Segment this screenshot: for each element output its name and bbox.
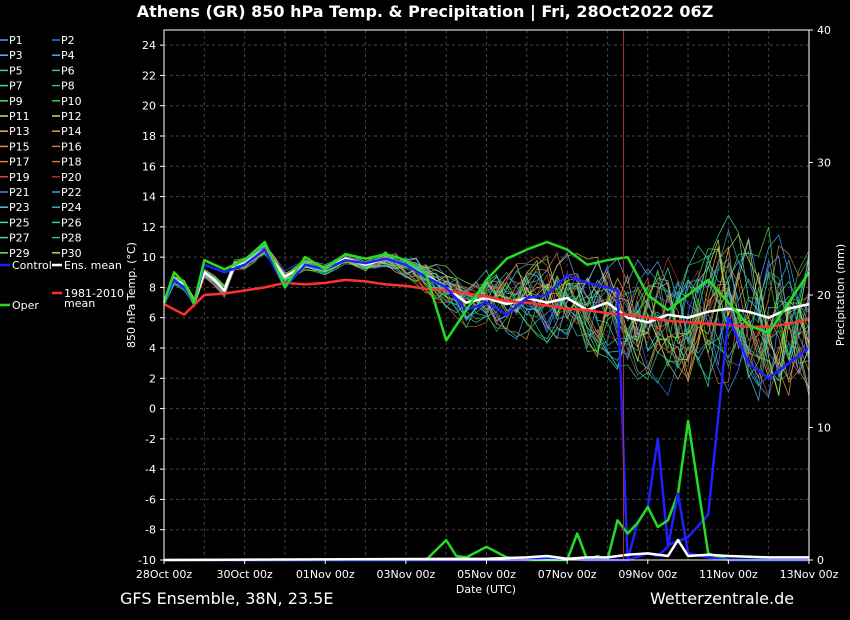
legend-label: P23: [9, 201, 30, 214]
legend-label: P25: [9, 216, 30, 229]
legend-label: P4: [61, 49, 75, 62]
x-axis-label: Date (UTC): [456, 583, 516, 596]
y-tick-label: 12: [142, 221, 156, 234]
x-tick-label: 05Nov 00z: [457, 568, 516, 581]
y-tick-label: -6: [145, 493, 156, 506]
series-lines: [162, 30, 811, 562]
y-tick-label: 4: [149, 342, 156, 355]
y-tick-label: 22: [142, 69, 156, 82]
legend-label: P15: [9, 140, 30, 153]
legend-label: P1: [9, 34, 23, 47]
legend-label: P12: [61, 110, 82, 123]
y-tick-label: 14: [142, 191, 156, 204]
y-tick-label: -2: [145, 433, 156, 446]
x-axis-ticks: 28Oct 00z 30Oct 00z 01Nov 00z 03Nov 00z 05No…: [136, 560, 839, 581]
y-tick-label: -10: [138, 554, 156, 567]
y-tick-label: -4: [145, 463, 156, 476]
x-tick-label: 01Nov 00z: [296, 568, 355, 581]
legend-label: P3: [9, 49, 23, 62]
y2-tick-label: 40: [817, 24, 831, 37]
legend-label: P7: [9, 80, 23, 93]
legend-label: P27: [9, 232, 30, 245]
x-tick-label: 09Nov 00z: [618, 568, 677, 581]
y2-tick-label: 30: [817, 157, 831, 170]
y-tick-label: 2: [149, 372, 156, 385]
legend-label: P5: [9, 64, 23, 77]
footer-source: GFS Ensemble, 38N, 23.5E: [120, 589, 333, 608]
legend-label: P17: [9, 156, 30, 169]
legend-label: P21: [9, 186, 30, 199]
y2-tick-label: 0: [817, 554, 824, 567]
y-tick-label: 18: [142, 130, 156, 143]
legend-label: P28: [61, 232, 82, 245]
y-tick-label: 20: [142, 100, 156, 113]
x-tick-label: 28Oct 00z: [136, 568, 193, 581]
legend-label: P18: [61, 156, 82, 169]
legend-label: P19: [9, 171, 30, 184]
x-tick-label: 30Oct 00z: [216, 568, 273, 581]
y-tick-label: -8: [145, 524, 156, 537]
legend-label: P24: [61, 201, 82, 214]
y-tick-label: 6: [149, 312, 156, 325]
legend-label: Control: [12, 259, 52, 272]
y2-tick-label: 10: [817, 422, 831, 435]
y-tick-label: 16: [142, 160, 156, 173]
x-tick-label: 13Nov 00z: [780, 568, 839, 581]
legend: P1 P2 P3 P4 P5 P6 P7 P8 P9 P10 P11 P12 P13 P14 P15 P16 P…: [0, 34, 124, 312]
x-tick-label: 11Nov 00z: [699, 568, 758, 581]
legend-label: P26: [61, 216, 82, 229]
y-tick-label: 10: [142, 251, 156, 264]
series-line: [163, 278, 810, 329]
y-tick-label: 24: [142, 39, 156, 52]
legend-label: P14: [61, 125, 82, 138]
legend-label: P22: [61, 186, 82, 199]
x-tick-label: 07Nov 00z: [538, 568, 597, 581]
legend-label: P29: [9, 247, 30, 260]
legend-label: P2: [61, 34, 75, 47]
legend-label: Ens. mean: [64, 259, 122, 272]
legend-label: P30: [61, 247, 82, 260]
y2-axis-ticks: 0 10 20 30 40: [809, 24, 831, 567]
precip-line: [163, 538, 809, 562]
legend-label: 1981-2010 mean: [64, 287, 124, 310]
legend-label: P16: [61, 140, 82, 153]
y-tick-label: 0: [149, 403, 156, 416]
footer-brand: Wetterzentrale.de: [650, 589, 794, 608]
series-line: [162, 240, 811, 342]
y2-axis-label: Precipitation (mm): [834, 244, 847, 346]
y2-tick-label: 20: [817, 289, 831, 302]
legend-label: P10: [61, 95, 82, 108]
legend-label: P11: [9, 110, 30, 123]
legend-label: P9: [9, 95, 23, 108]
legend-label: P6: [61, 64, 75, 77]
x-tick-label: 03Nov 00z: [377, 568, 436, 581]
legend-label: P8: [61, 80, 75, 93]
legend-label: Oper: [12, 299, 39, 312]
chart-title: Athens (GR) 850 hPa Temp. & Precipitatio…: [137, 2, 714, 22]
y-axis-label: 850 hPa Temp. (°C): [125, 242, 138, 348]
legend-label: P20: [61, 171, 82, 184]
legend-label: P13: [9, 125, 30, 138]
y-tick-label: 8: [149, 281, 156, 294]
